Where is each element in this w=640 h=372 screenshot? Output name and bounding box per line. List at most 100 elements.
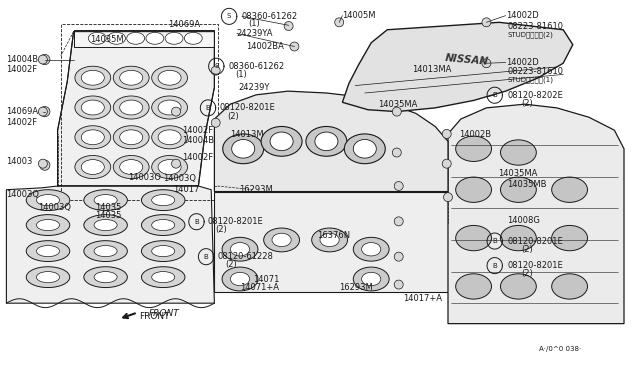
Circle shape [38, 55, 47, 64]
Ellipse shape [127, 32, 145, 44]
Circle shape [394, 280, 403, 289]
Ellipse shape [223, 134, 264, 164]
Ellipse shape [456, 177, 492, 202]
Ellipse shape [353, 237, 389, 261]
Text: S: S [227, 13, 231, 19]
Ellipse shape [84, 241, 127, 262]
Ellipse shape [113, 155, 149, 179]
Ellipse shape [81, 160, 104, 174]
Ellipse shape [261, 126, 302, 156]
Text: 14002D: 14002D [506, 58, 538, 67]
Text: (2): (2) [522, 245, 533, 254]
Text: NISSAN: NISSAN [445, 53, 490, 67]
Circle shape [442, 159, 451, 168]
Circle shape [442, 129, 451, 138]
Ellipse shape [113, 66, 149, 89]
Ellipse shape [36, 219, 60, 231]
Ellipse shape [152, 126, 188, 149]
Circle shape [394, 217, 403, 226]
Ellipse shape [88, 32, 106, 44]
Text: 14002F: 14002F [182, 153, 214, 162]
Text: B: B [492, 263, 497, 269]
Ellipse shape [120, 70, 143, 85]
Ellipse shape [94, 195, 117, 206]
Ellipse shape [315, 132, 338, 151]
Ellipse shape [26, 215, 70, 235]
Ellipse shape [320, 233, 339, 247]
Text: 08223-81610: 08223-81610 [508, 22, 564, 31]
Text: (2): (2) [227, 112, 239, 121]
Ellipse shape [152, 219, 175, 231]
Ellipse shape [222, 267, 258, 291]
Ellipse shape [362, 272, 381, 286]
Ellipse shape [456, 225, 492, 251]
Circle shape [211, 118, 220, 127]
Text: 14035: 14035 [95, 203, 121, 212]
Ellipse shape [158, 70, 181, 85]
Ellipse shape [552, 177, 588, 202]
Ellipse shape [353, 267, 389, 291]
Text: 14035: 14035 [95, 211, 121, 219]
Ellipse shape [500, 140, 536, 165]
Ellipse shape [152, 96, 188, 119]
Text: 08120-8201E: 08120-8201E [508, 261, 563, 270]
Text: (2): (2) [522, 99, 533, 108]
Text: (1): (1) [235, 70, 246, 79]
Ellipse shape [84, 215, 127, 235]
Text: 14004B: 14004B [6, 55, 38, 64]
Ellipse shape [36, 246, 60, 257]
Text: (2): (2) [225, 260, 237, 269]
Ellipse shape [81, 70, 104, 85]
Ellipse shape [312, 228, 348, 252]
Text: (2): (2) [216, 225, 227, 234]
Circle shape [40, 54, 50, 65]
Text: 14002D: 14002D [506, 11, 538, 20]
Text: 14035MB: 14035MB [508, 180, 547, 189]
Text: 14035MA: 14035MA [498, 169, 538, 178]
Text: A·/0^0 038·: A·/0^0 038· [539, 346, 581, 352]
Ellipse shape [152, 246, 175, 257]
Text: 08360-61262: 08360-61262 [228, 62, 285, 71]
Ellipse shape [552, 274, 588, 299]
Circle shape [482, 59, 491, 68]
Text: 08120-8201E: 08120-8201E [508, 237, 563, 246]
Ellipse shape [141, 190, 185, 211]
Circle shape [40, 160, 50, 170]
Text: 08120-8202E: 08120-8202E [508, 91, 563, 100]
Ellipse shape [264, 228, 300, 252]
Ellipse shape [552, 225, 588, 251]
Ellipse shape [120, 160, 143, 174]
Ellipse shape [500, 274, 536, 299]
Ellipse shape [152, 195, 175, 206]
Text: B: B [205, 105, 211, 111]
Text: 14008G: 14008G [508, 217, 540, 225]
Text: 14002F: 14002F [182, 126, 214, 135]
Ellipse shape [84, 190, 127, 211]
Text: B: B [204, 254, 209, 260]
Text: STUDスタッド(2): STUDスタッド(2) [508, 32, 554, 38]
Circle shape [394, 182, 403, 190]
Circle shape [38, 107, 47, 116]
Ellipse shape [152, 155, 188, 179]
Ellipse shape [120, 130, 143, 145]
Ellipse shape [152, 66, 188, 89]
Text: 14069A: 14069A [168, 20, 200, 29]
Ellipse shape [84, 267, 127, 288]
Text: 08120-61228: 08120-61228 [218, 252, 273, 261]
Ellipse shape [456, 274, 492, 299]
Polygon shape [214, 91, 448, 192]
Ellipse shape [75, 126, 111, 149]
Ellipse shape [222, 237, 258, 261]
Ellipse shape [158, 100, 181, 115]
Ellipse shape [141, 215, 185, 235]
Text: 16293M: 16293M [239, 185, 273, 194]
Ellipse shape [75, 96, 111, 119]
Text: 14002F: 14002F [6, 118, 38, 126]
Circle shape [172, 107, 180, 116]
Ellipse shape [152, 272, 175, 283]
Ellipse shape [230, 243, 250, 256]
Ellipse shape [94, 219, 117, 231]
Text: 14003Q: 14003Q [38, 203, 72, 212]
Ellipse shape [113, 126, 149, 149]
Text: FRONT: FRONT [140, 312, 170, 321]
